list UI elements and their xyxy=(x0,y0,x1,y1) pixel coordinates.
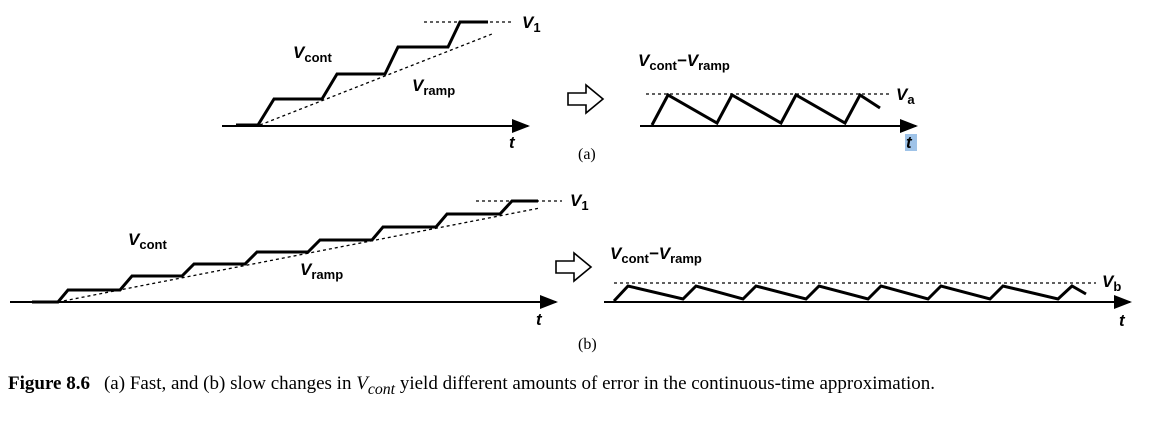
panel-a-time-axis-arrowhead xyxy=(512,119,530,133)
panel-a-t-label: t xyxy=(509,133,516,152)
panel-b-staircase-plot: Vcont Vramp V1 t xyxy=(10,191,589,329)
panel-a-error-time-axis-arrowhead xyxy=(900,119,918,133)
panel-b-error-plot: Vcont−Vramp Vb t xyxy=(604,244,1132,330)
panel-a-error-sawtooth xyxy=(650,92,881,126)
panel-a-staircase-plot: Vcont Vramp V1 t xyxy=(222,13,541,152)
panel-b-error-time-axis-arrowhead xyxy=(1114,295,1132,309)
panel-a-vcont-label: Vcont xyxy=(293,43,332,65)
panel-a-error-plot: Vcont−Vramp Va t xyxy=(638,51,918,152)
figure-caption: Figure 8.6 (a) Fast, and (b) slow changes… xyxy=(8,370,1138,403)
panel-b-vramp-line xyxy=(57,207,541,303)
panel-b-time-axis-arrowhead xyxy=(540,295,558,309)
panel-b-error-t-label: t xyxy=(1119,311,1126,330)
panel-b-t-label: t xyxy=(536,310,543,329)
panel-a-difference-label: Vcont−Vramp xyxy=(638,51,730,73)
panel-b-v1-label: V1 xyxy=(570,191,589,213)
panel-b-vcont-staircase xyxy=(32,199,538,304)
panel-b-difference-label: Vcont−Vramp xyxy=(610,244,702,266)
panel-a-vramp-label: Vramp xyxy=(412,76,455,98)
panel-b-tag: (b) xyxy=(578,336,597,353)
panel-b-vramp-label: Vramp xyxy=(300,260,343,282)
panel-a-implies-arrow-icon xyxy=(567,83,605,115)
caption-text-before: (a) Fast, and (b) slow changes in xyxy=(103,373,357,394)
panel-a-error-t-label: t xyxy=(906,133,913,152)
panel-b-error-sawtooth xyxy=(612,284,1087,303)
panel-a-t-highlight xyxy=(905,134,917,151)
panel-a-tag: (a) xyxy=(578,146,596,163)
panel-a-va-label: Va xyxy=(896,85,915,107)
panel-a-v1-label: V1 xyxy=(522,13,541,35)
panel-b-vcont-label: Vcont xyxy=(128,230,167,252)
panel-b-implies-arrow-icon xyxy=(555,251,593,283)
caption-text-after: yield different amounts of error in the … xyxy=(395,373,936,394)
panel-a-vcont-staircase xyxy=(236,20,488,127)
panel-b-vb-label: Vb xyxy=(1102,272,1121,294)
figure-number: Figure 8.6 xyxy=(8,373,90,394)
caption-variable: Vcont xyxy=(356,373,396,398)
